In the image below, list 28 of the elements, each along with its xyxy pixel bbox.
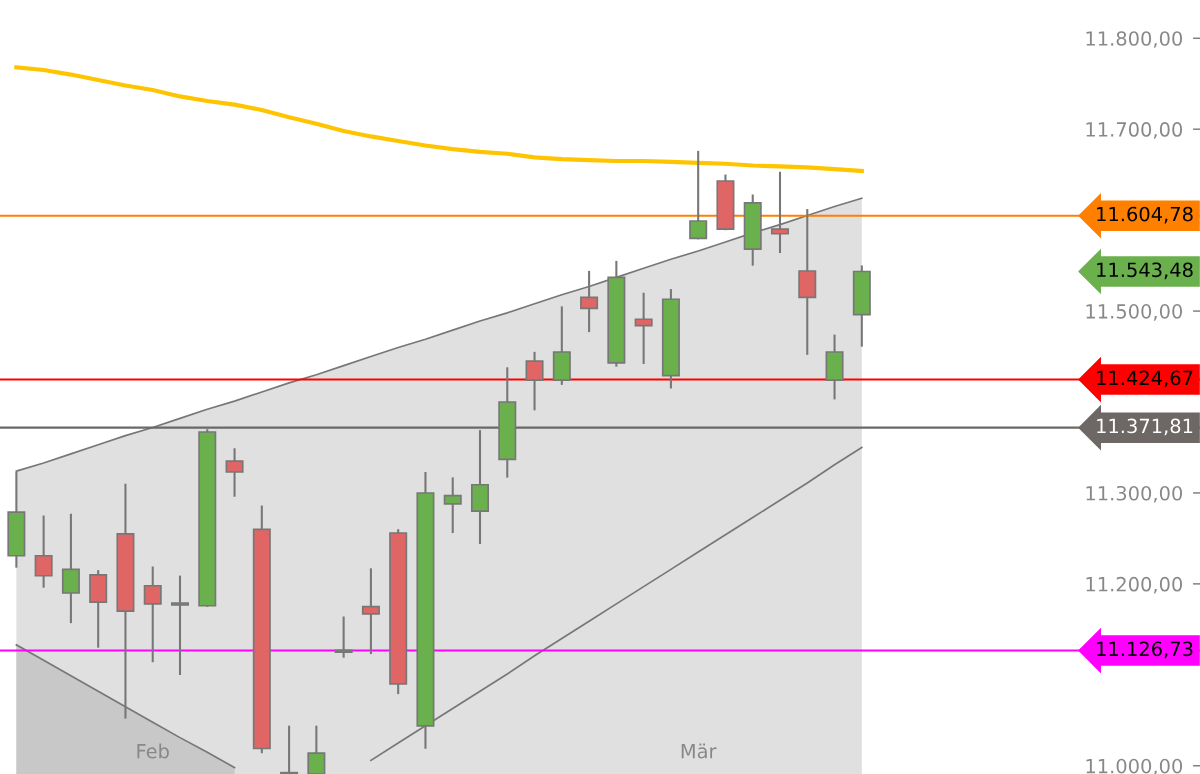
candlestick (34, 515, 53, 588)
y-tick-label: 11.500,00 (1086, 304, 1183, 321)
candlestick (280, 725, 299, 774)
line-series (14, 65, 864, 174)
y-tick-label: 11.700,00 (1086, 122, 1183, 139)
candlestick (170, 575, 190, 675)
candlestick (143, 566, 162, 663)
candlestick (61, 513, 80, 624)
candlestick (307, 725, 326, 774)
candlestick (689, 150, 708, 240)
x-tick-label: Feb (137, 743, 169, 759)
y-tick-label: 11.300,00 (1086, 485, 1183, 503)
candlestick (634, 292, 653, 364)
candlestick (361, 568, 380, 655)
ref-line-label: 11.604,78 (1097, 206, 1193, 224)
candlestick (443, 477, 462, 534)
ref-line-label: 11.371,81 (1097, 418, 1193, 436)
text: 11.543,48 (1097, 262, 1193, 280)
candlestick (525, 351, 544, 411)
candlestick (225, 448, 244, 497)
x-tick-label: Mär (681, 743, 717, 759)
ref-line-label: 11.126,73 (1097, 641, 1193, 659)
y-tick-label: 11.800,00 (1086, 31, 1183, 48)
candlestick (580, 270, 599, 333)
line-series (370, 446, 863, 762)
candlestick (334, 616, 353, 658)
y-tick-label: 11.200,00 (1086, 576, 1183, 594)
ref-line-label: 11.424,67 (1097, 370, 1193, 388)
